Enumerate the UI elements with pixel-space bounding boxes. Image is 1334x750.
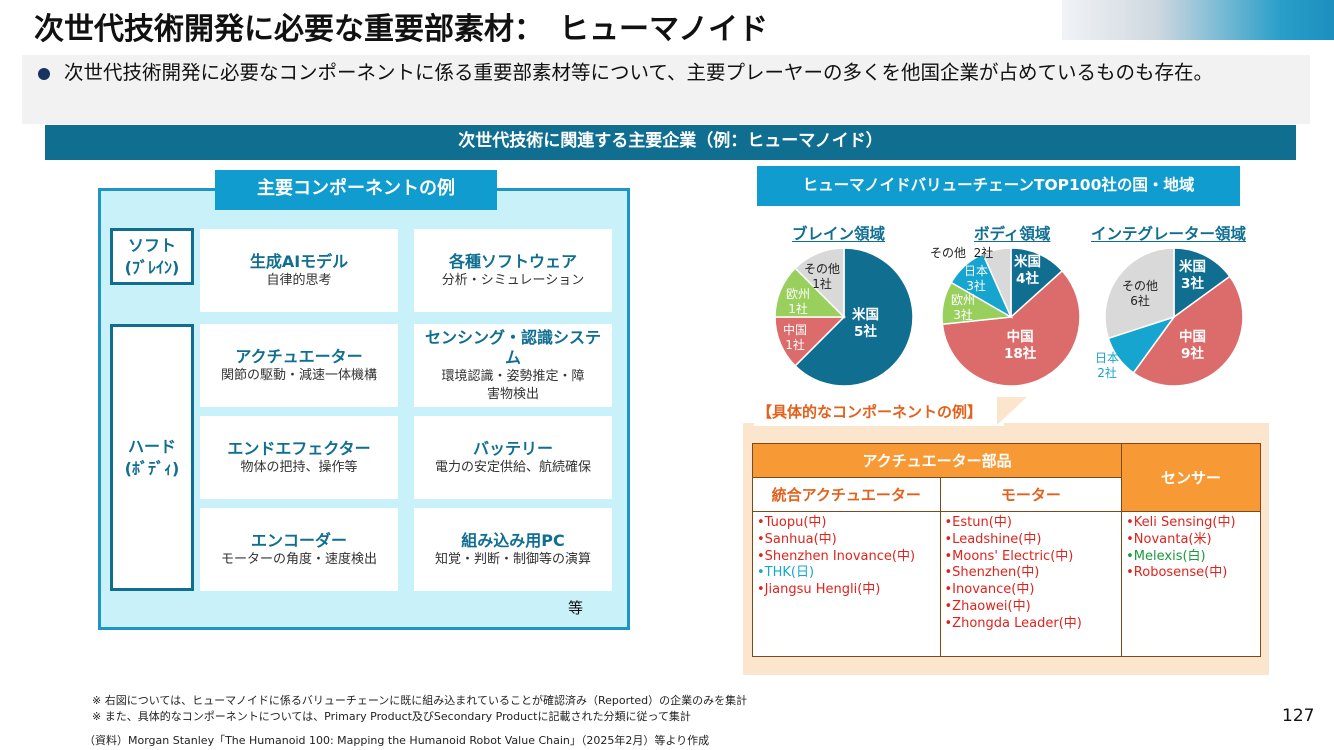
component-table: アクチュエーター部品 センサー 統合アクチュエーター モーター •Tuopu(中… [751, 443, 1261, 657]
pie-label: 中国 18社 [1004, 329, 1037, 362]
component-title: 各種ソフトウェア [448, 251, 577, 271]
component-card: バッテリー 電力の安定供給、航続確保 [414, 416, 612, 499]
list-item: •Sanhua(中) [757, 531, 837, 547]
actuator-header: アクチュエーター部品 [751, 443, 1123, 478]
category-soft-label: ソフト [127, 235, 176, 255]
pie-slice-us [794, 247, 914, 387]
list-item: •THK(日) [757, 565, 815, 581]
pie-label: 中国 9社 [1179, 329, 1206, 362]
component-title: 生成AIモデル [249, 251, 349, 271]
list-item: •Estun(中) [944, 515, 1012, 530]
pie-slice-us [1010, 247, 1064, 319]
component-tab-label: 【具体的なコンポーネントの例】 [757, 403, 983, 421]
component-desc: 電力の安定供給、航続確保 [434, 459, 591, 475]
pie-label: 欧州 1社 [786, 287, 811, 316]
value-chain-title: ヒューマノイドバリューチェーンTOP100社の国・地域 [757, 166, 1240, 206]
list-item: •Melexis(白) [1126, 548, 1206, 564]
component-desc: 分析・シミュレーション [441, 272, 585, 288]
pie-slice-other [981, 247, 1012, 318]
component-tab [754, 396, 1004, 426]
component-desc: 自律的思考 [266, 272, 332, 288]
bullet-icon [38, 68, 50, 80]
component-title: 組み込み用PC [461, 530, 565, 550]
integrated-actuator-header: 統合アクチュエーター [752, 477, 941, 512]
pie-label: その他 2社 [930, 246, 994, 260]
category-soft-sublabel: (ﾌﾞﾚｲﾝ) [124, 257, 180, 277]
sensor-header: センサー [1121, 443, 1261, 512]
list-item: •Robosense(中) [1126, 565, 1228, 581]
component-title: アクチュエーター [235, 346, 363, 366]
footnote: ※ また、具体的なコンポーネントについては、Primary Product及びS… [92, 710, 691, 723]
list-item: •Inovance(中) [944, 582, 1035, 598]
list-item: •Jiangsu Hengli(中) [757, 582, 881, 598]
pie-slice-other [1104, 247, 1175, 340]
pie-title-body: ボディ領域 [974, 225, 1051, 243]
pie-label: 中国 1社 [783, 323, 808, 352]
integrated-actuator-list: •Tuopu(中) •Sanhua(中) •Shenzhen Inovance(… [752, 511, 941, 657]
pie-label: 米国 3社 [1179, 259, 1206, 292]
pie-label: その他 1社 [804, 262, 841, 291]
list-item: •Zhongda Leader(中) [944, 615, 1082, 631]
component-desc: モーターの角度・速度検出 [220, 551, 377, 567]
category-hard-sublabel: (ﾎﾞﾃﾞｨ) [124, 458, 180, 478]
pie-slice-cn [941, 269, 1081, 387]
list-item: •Moons' Electric(中) [944, 548, 1074, 564]
component-desc: 物体の把持、操作等 [240, 459, 358, 475]
component-card: アクチュエーター 関節の駆動・減速一体機構 [200, 324, 398, 407]
component-card: 各種ソフトウェア 分析・シミュレーション [414, 229, 612, 312]
source-note: （資料）Morgan Stanley「The Humanoid 100: Map… [84, 734, 710, 747]
category-hard: ハード (ﾎﾞﾃﾞｨ) [110, 324, 194, 591]
pie-slice-us [1173, 247, 1231, 319]
list-item: •Shenzhen(中) [944, 565, 1040, 581]
pie-slice-cn [1132, 275, 1244, 387]
etc-label: 等 [568, 599, 584, 617]
pie-label: その他 6社 [1122, 279, 1159, 308]
motor-header: モーター [939, 477, 1123, 512]
component-desc: 知覚・判断・制御等の演算 [434, 551, 591, 567]
motor-list: •Estun(中) •Leadshine(中) •Moons' Electric… [939, 511, 1123, 657]
list-item: •Keli Sensing(中) [1126, 515, 1236, 530]
pie-slice-other [794, 247, 845, 319]
component-desc: 環境認識・姿勢推定・障害物検出 [441, 368, 585, 402]
list-item: •Novanta(米) [1126, 531, 1212, 547]
component-card: 組み込み用PC 知覚・判断・制御等の演算 [414, 508, 612, 591]
component-card: 生成AIモデル 自律的思考 [200, 229, 398, 312]
component-card: エンドエフェクター 物体の把持、操作等 [200, 416, 398, 499]
component-card: センシング・認識システム 環境認識・姿勢推定・障害物検出 [414, 324, 612, 407]
summary-text: 次世代技術開発に必要なコンポーネントに係る重要部素材等について、主要プレーヤーの… [64, 61, 1213, 84]
pie-label: 日本 2社 [1095, 351, 1120, 380]
sensor-list: •Keli Sensing(中) •Novanta(米) •Melexis(白)… [1121, 511, 1261, 657]
list-item: •Shenzhen Inovance(中) [757, 548, 916, 564]
category-hard-label: ハード [127, 436, 176, 456]
tab-connector [997, 397, 1027, 425]
pie-title-integrator: インテグレーター領域 [1091, 225, 1247, 243]
footnote: ※ 右図については、ヒューマノイドに係るバリューチェーンに既に組み込まれているこ… [92, 694, 748, 707]
component-title: エンコーダー [250, 530, 347, 550]
component-card: エンコーダー モーターの角度・速度検出 [200, 508, 398, 591]
component-panel-title: 主要コンポーネントの例 [215, 170, 497, 210]
component-title: バッテリー [472, 438, 553, 458]
component-desc: 関節の駆動・減速一体機構 [220, 367, 377, 383]
component-title: エンドエフェクター [227, 438, 371, 458]
list-item: •Zhaowei(中) [944, 598, 1031, 614]
pie-label: 日本 3社 [964, 264, 989, 293]
pie-label: 米国 4社 [1014, 254, 1041, 287]
list-item: •Leadshine(中) [944, 531, 1042, 547]
pie-label: 米国 5社 [852, 307, 879, 340]
pie-label: 欧州 3社 [951, 293, 976, 322]
pie-title-brain: ブレイン領域 [792, 225, 886, 243]
category-soft: ソフト (ﾌﾞﾚｲﾝ) [110, 228, 194, 285]
page-number: 127 [1282, 706, 1315, 726]
title-decoration [1062, 0, 1334, 40]
summary-box [22, 55, 1310, 124]
list-item: •Tuopu(中) [757, 515, 827, 530]
section-banner: 次世代技術に関連する主要企業（例：ヒューマノイド） [45, 125, 1296, 160]
component-title: センシング・認識システム [424, 327, 601, 367]
page-title: 次世代技術開発に必要な重要部素材： ヒューマノイド [34, 12, 769, 47]
